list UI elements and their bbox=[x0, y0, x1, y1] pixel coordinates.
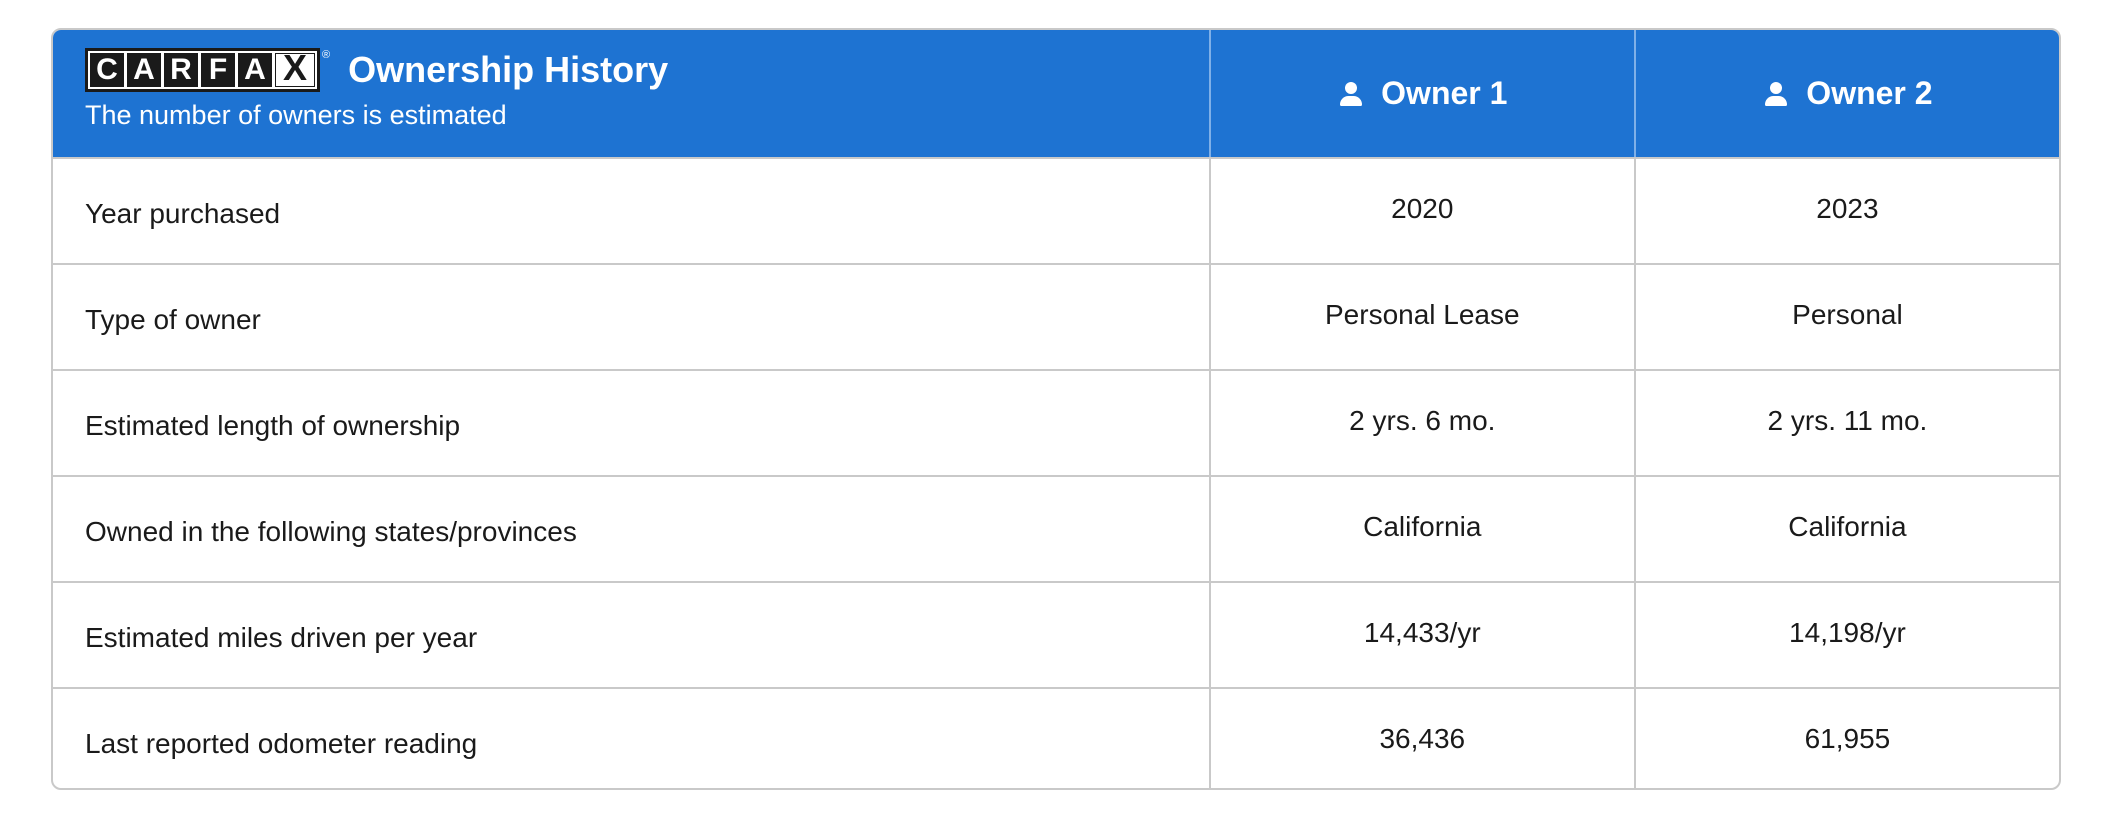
owner-1-value: 14,433/yr bbox=[1208, 583, 1634, 687]
registered-mark: ® bbox=[322, 49, 331, 61]
logo-letter: C bbox=[90, 53, 124, 87]
owner-2-value: 61,955 bbox=[1633, 689, 2059, 788]
header-title-cell: C A R F A X ® Ownership History The numb… bbox=[53, 30, 1209, 157]
page-title: Ownership History bbox=[348, 49, 669, 90]
table-row: Last reported odometer reading 36,436 61… bbox=[53, 687, 2059, 788]
owner-2-label: Owner 2 bbox=[1806, 75, 1933, 111]
owner-1-header: Owner 1 bbox=[1208, 30, 1634, 157]
row-label: Last reported odometer reading bbox=[85, 728, 478, 759]
owner-2-value: 14,198/yr bbox=[1633, 583, 2059, 687]
logo-letter: F bbox=[201, 53, 235, 87]
owner-1-value: Personal Lease bbox=[1208, 265, 1634, 369]
owner-2-value: California bbox=[1633, 477, 2059, 581]
person-icon bbox=[1337, 80, 1365, 108]
owner-1-value: 2 yrs. 6 mo. bbox=[1208, 371, 1634, 475]
owner-1-value: 36,436 bbox=[1208, 689, 1634, 788]
owner-2-header: Owner 2 bbox=[1633, 30, 2059, 157]
carfax-logo: C A R F A X bbox=[85, 48, 320, 92]
table-header: C A R F A X ® Ownership History The numb… bbox=[53, 30, 2059, 157]
row-label: Estimated length of ownership bbox=[85, 410, 461, 441]
ownership-history-table: C A R F A X ® Ownership History The numb… bbox=[51, 28, 2061, 790]
row-label: Year purchased bbox=[85, 198, 281, 229]
logo-letter: A bbox=[127, 53, 161, 87]
owner-1-value: California bbox=[1208, 477, 1634, 581]
owner-1-label: Owner 1 bbox=[1381, 75, 1508, 111]
owner-2-value: 2023 bbox=[1633, 159, 2059, 263]
owner-1-value: 2020 bbox=[1208, 159, 1634, 263]
table-row: Estimated length of ownership 2 yrs. 6 m… bbox=[53, 369, 2059, 475]
table-row: Type of owner Personal Lease Personal bbox=[53, 263, 2059, 369]
row-label: Owned in the following states/provinces bbox=[85, 516, 577, 547]
person-icon bbox=[1762, 80, 1790, 108]
table-row: Owned in the following states/provinces … bbox=[53, 475, 2059, 581]
owner-2-value: Personal bbox=[1633, 265, 2059, 369]
table-row: Year purchased 2020 2023 bbox=[53, 157, 2059, 263]
brand-line: C A R F A X ® Ownership History bbox=[85, 48, 1209, 92]
page-subtitle: The number of owners is estimated bbox=[85, 100, 507, 130]
row-label: Estimated miles driven per year bbox=[85, 622, 478, 653]
table-row: Estimated miles driven per year 14,433/y… bbox=[53, 581, 2059, 687]
logo-letter: R bbox=[164, 53, 198, 87]
owner-2-value: 2 yrs. 11 mo. bbox=[1633, 371, 2059, 475]
row-label: Type of owner bbox=[85, 304, 261, 335]
logo-letter: A bbox=[238, 53, 272, 87]
logo-letter-x: X bbox=[275, 50, 315, 87]
